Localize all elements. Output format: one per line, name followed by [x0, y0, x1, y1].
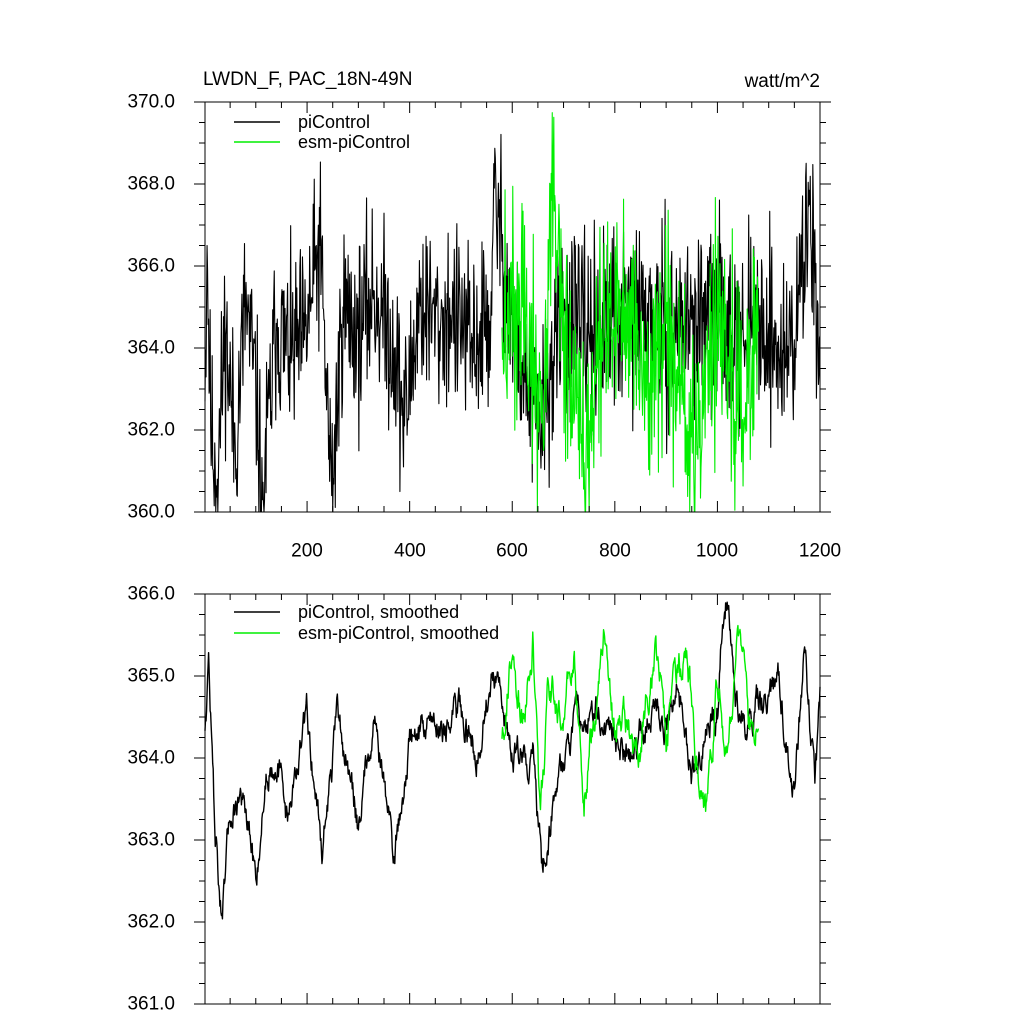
y-tick-label: 366.0 — [127, 256, 175, 277]
series-line-esm-picontrol — [501, 112, 759, 513]
top-series-group — [204, 112, 821, 513]
x-tick-label: 800 — [599, 541, 631, 562]
y-tick-label: 361.0 — [127, 994, 175, 1015]
bottom-plot-frame — [204, 593, 821, 1005]
chart-title: LWDN_F, PAC_18N-49N — [203, 69, 412, 90]
x-tick-label: 1200 — [799, 541, 841, 562]
y-tick-label: 362.0 — [127, 912, 175, 933]
legend-label-esm-picontrol: esm-piControl — [298, 132, 410, 152]
series-line-picontrol-smoothed — [204, 601, 821, 920]
legend: piControl esm-piControl — [234, 112, 410, 152]
y-tick-label: 360.0 — [127, 502, 175, 523]
x-tick-label: 1000 — [696, 541, 738, 562]
y-tick-label: 366.0 — [127, 584, 175, 605]
top-plot-frame — [204, 101, 821, 513]
x-tick-label: 600 — [496, 541, 528, 562]
y-tick-label: 364.0 — [127, 748, 175, 769]
x-tick-label: 400 — [394, 541, 426, 562]
legend-label-esm-picontrol-smoothed: esm-piControl, smoothed — [298, 623, 499, 643]
bottom-series-group — [204, 601, 821, 920]
y-tick-label: 363.0 — [127, 830, 175, 851]
panel-bottom: 361.0 362.0 363.0 364.0 365.0 366.0 piCo… — [127, 584, 831, 1015]
y-tick-label: 370.0 — [127, 92, 175, 113]
panel-top: LWDN_F, PAC_18N-49N watt/m^2 360.0 362.0… — [127, 69, 841, 562]
y-tick-label: 362.0 — [127, 420, 175, 441]
y-tick-label: 368.0 — [127, 174, 175, 195]
legend-label-picontrol-smoothed: piControl, smoothed — [298, 602, 459, 622]
series-line-esm-picontrol-smoothed — [501, 624, 760, 817]
legend-label-picontrol: piControl — [298, 112, 370, 132]
y-tick-label: 364.0 — [127, 338, 175, 359]
units-label: watt/m^2 — [744, 71, 820, 92]
x-tick-label: 200 — [291, 541, 323, 562]
y-tick-label: 365.0 — [127, 666, 175, 687]
legend: piControl, smoothed esm-piControl, smoot… — [234, 602, 499, 643]
bottom-axis-ticks — [194, 593, 831, 1005]
